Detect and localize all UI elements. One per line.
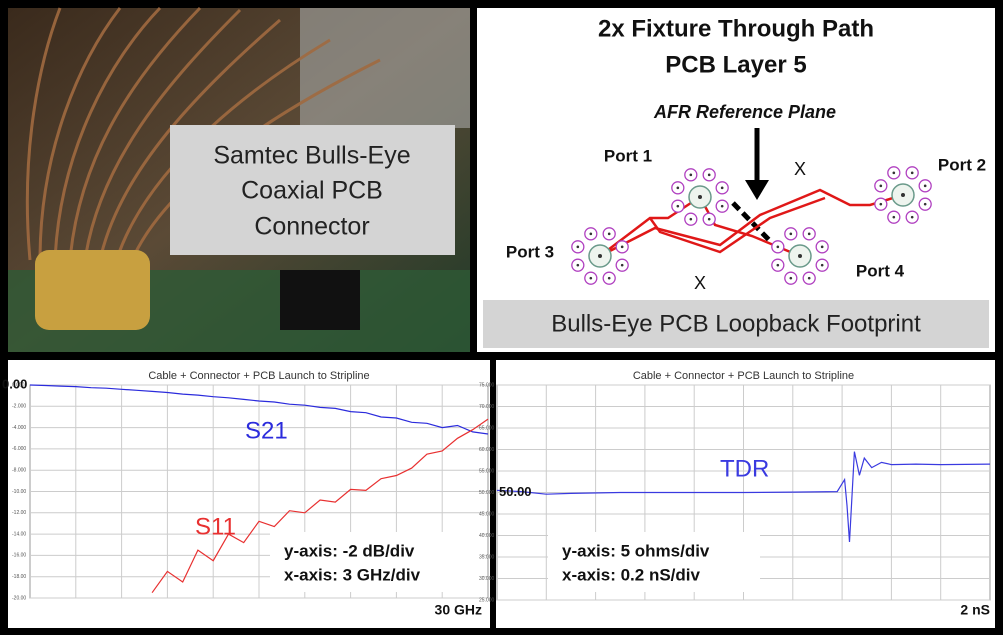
ground-via-dot — [879, 184, 883, 188]
photo-caption: Connector — [254, 213, 369, 241]
ground-via-dot — [892, 171, 896, 175]
ground-via-dot — [707, 217, 711, 221]
charts: Cable + Connector + PCB Launch to Stripl… — [2, 360, 995, 628]
y-tick-label: 55.000 — [479, 468, 495, 474]
series-label: S21 — [245, 417, 288, 444]
ground-via-dot — [789, 276, 793, 280]
y-tick-label: 50.000 — [479, 490, 495, 496]
reference-plane — [731, 201, 774, 245]
series-line — [151, 418, 489, 594]
ground-via-dot — [689, 173, 693, 177]
y-tick-label: -10.00 — [12, 489, 26, 495]
ground-via-dot — [620, 263, 624, 267]
via-center — [798, 254, 802, 258]
photo-caption: Samtec Bulls-Eye — [213, 142, 410, 170]
reference-label: 0.00 — [2, 376, 27, 391]
y-tick-label: -18.00 — [12, 574, 26, 580]
series-line — [496, 451, 991, 543]
port-label: Port 1 — [604, 146, 652, 165]
ground-via-dot — [676, 186, 680, 190]
ground-via-dot — [776, 263, 780, 267]
series-label: TDR — [720, 455, 769, 482]
ground-via-dot — [689, 217, 693, 221]
y-tick-label: 0.000 — [12, 382, 25, 388]
crossing-label: X — [794, 159, 806, 179]
ground-via-dot — [720, 204, 724, 208]
series-label: S11 — [195, 513, 236, 540]
ground-via-dot — [707, 173, 711, 177]
y-tick-label: 75.000 — [479, 382, 495, 388]
reference-plane-label: AFR Reference Plane — [653, 102, 836, 122]
ground-via-dot — [807, 276, 811, 280]
annotation: y-axis: -2 dB/div — [284, 541, 415, 560]
ground-via-dot — [910, 215, 914, 219]
ground-via-dot — [576, 245, 580, 249]
vias — [571, 166, 932, 285]
ground-via-dot — [776, 245, 780, 249]
annotation-box — [548, 532, 760, 592]
ground-via-dot — [789, 232, 793, 236]
annotation: x-axis: 0.2 nS/div — [562, 565, 700, 584]
port-label: Port 4 — [856, 261, 905, 280]
series-line — [29, 384, 489, 435]
y-tick-label: 45.000 — [479, 511, 495, 517]
y-tick-label: 65.000 — [479, 425, 495, 431]
annotation: x-axis: 3 GHz/div — [284, 565, 421, 584]
ground-via-dot — [923, 184, 927, 188]
ground-via-dot — [620, 245, 624, 249]
ground-via-dot — [820, 263, 824, 267]
via-center — [598, 254, 602, 258]
ground-via-dot — [576, 263, 580, 267]
ground-via-dot — [820, 245, 824, 249]
arrow-head — [745, 180, 769, 200]
x-axis-end-label: 2 nS — [960, 602, 990, 618]
via-center — [698, 195, 702, 199]
y-tick-label: -4.000 — [12, 425, 26, 431]
via-center — [901, 193, 905, 197]
y-tick-label: -12.00 — [12, 510, 26, 516]
ground-via-dot — [676, 204, 680, 208]
diagram-title: 2x Fixture Through Path — [598, 15, 874, 42]
y-tick-label: 60.000 — [479, 447, 495, 453]
y-tick-label: 40.000 — [479, 533, 495, 539]
ground-via-dot — [589, 276, 593, 280]
annotation: y-axis: 5 ohms/div — [562, 541, 710, 560]
diagram-title: PCB Layer 5 — [665, 51, 806, 78]
photo-panel: Samtec Bulls-Eye Coaxial PCB Connector — [8, 6, 470, 352]
y-tick-label: -16.00 — [12, 553, 26, 559]
photo-caption-box — [170, 125, 455, 255]
diagram-caption: Bulls-Eye PCB Loopback Footprint — [551, 310, 921, 337]
photo-caption: Coaxial PCB — [241, 177, 383, 205]
reference-label: 50.00 — [499, 484, 532, 499]
y-tick-label: 25.000 — [479, 597, 495, 603]
y-tick-label: -20.00 — [12, 595, 26, 601]
port-label: Port 3 — [506, 242, 554, 261]
y-tick-label: -8.000 — [12, 468, 26, 474]
diagram-caption-box — [483, 300, 989, 348]
ground-via-dot — [892, 215, 896, 219]
y-tick-label: 30.000 — [479, 576, 495, 582]
y-tick-label: -2.000 — [12, 404, 26, 410]
chart-title: Cable + Connector + PCB Launch to Stripl… — [633, 370, 854, 382]
ground-via-dot — [923, 202, 927, 206]
crossing-label: X — [694, 273, 706, 293]
annotation-box — [270, 532, 482, 592]
ground-via-dot — [607, 232, 611, 236]
ground-via-dot — [910, 171, 914, 175]
ground-via-dot — [589, 232, 593, 236]
ground-via-dot — [807, 232, 811, 236]
ground-via-dot — [879, 202, 883, 206]
y-tick-label: 70.000 — [479, 404, 495, 410]
ground-via-dot — [607, 276, 611, 280]
ground-via-dot — [720, 186, 724, 190]
chart-title: Cable + Connector + PCB Launch to Stripl… — [148, 370, 369, 382]
diagram-panel: 2x Fixture Through Path PCB Layer 5 AFR … — [477, 8, 995, 352]
y-tick-label: -14.00 — [12, 531, 26, 537]
y-tick-label: -6.000 — [12, 446, 26, 452]
port-label: Port 2 — [938, 155, 986, 174]
y-tick-label: 35.000 — [479, 554, 495, 560]
x-axis-end-label: 30 GHz — [435, 602, 482, 618]
